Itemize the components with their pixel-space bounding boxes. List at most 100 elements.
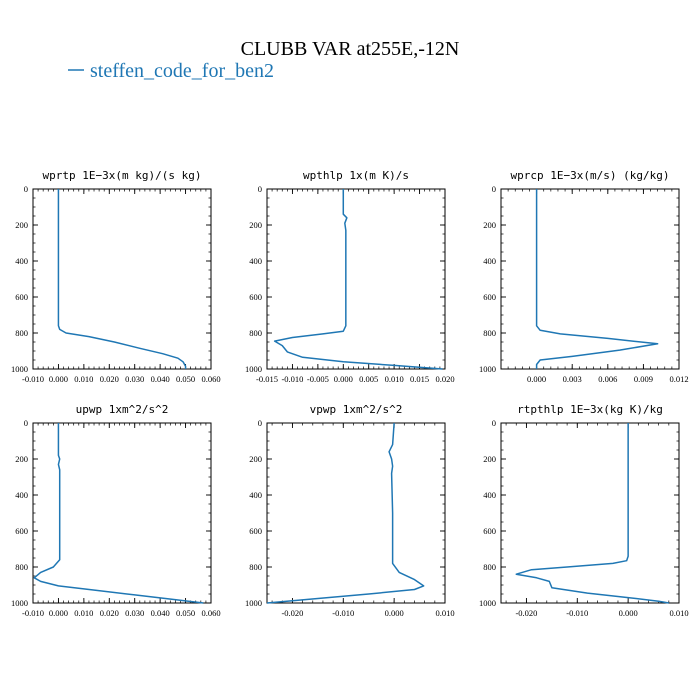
x-tick-label: 0.050 — [176, 608, 195, 618]
y-tick-label: 0 — [24, 418, 28, 428]
y-tick-label: 1000 — [11, 364, 28, 374]
x-tick-label: -0.005 — [307, 374, 329, 384]
y-tick-label: 800 — [15, 562, 28, 572]
x-tick-label: 0.010 — [435, 608, 454, 618]
y-tick-label: 800 — [249, 328, 262, 338]
y-tick-label: 0 — [492, 418, 496, 428]
x-tick-label: -0.010 — [281, 374, 303, 384]
y-tick-label: 200 — [483, 454, 496, 464]
y-tick-label: 1000 — [479, 598, 496, 608]
x-tick-label: 0.003 — [563, 374, 582, 384]
x-tick-label: 0.030 — [125, 374, 144, 384]
y-tick-label: 1000 — [479, 364, 496, 374]
y-tick-label: 600 — [249, 526, 262, 536]
panel-2: wpthlp 1x(m K)/s -0.015 -0.010 -0.005 0.000 0… — [245, 169, 455, 384]
x-tick-label: -0.015 — [256, 374, 278, 384]
x-tick-label: -0.010 — [566, 608, 588, 618]
y-tick-label: 400 — [249, 490, 262, 500]
y-tick-label: 800 — [249, 562, 262, 572]
x-tick-label: 0.040 — [151, 608, 170, 618]
x-tick-label: 0.005 — [359, 374, 378, 384]
panel-4: upwp 1xm^2/s^2 -0.010 0.000 0.010 0.020 0.030… — [11, 403, 221, 618]
y-tick-label: 600 — [15, 526, 28, 536]
series-line — [33, 423, 204, 604]
panel-title: rtpthlp 1E−3x(kg K)/kg — [517, 403, 663, 416]
x-tick-label: -0.020 — [281, 608, 303, 618]
plot-frame — [266, 188, 446, 370]
y-tick-label: 800 — [483, 562, 496, 572]
plot-frame — [32, 188, 212, 370]
x-tick-label: 0.015 — [410, 374, 429, 384]
series-line — [273, 189, 443, 370]
x-tick-label: 0.050 — [176, 374, 195, 384]
x-tick-label: 0.010 — [74, 608, 93, 618]
panel-3: wprcp 1E−3x(m/s) (kg/kg) 0.000 0.003 0.006 0… — [479, 169, 689, 384]
y-tick-label: 200 — [483, 220, 496, 230]
x-tick-label: 0.020 — [435, 374, 454, 384]
x-tick-label: 0.000 — [385, 608, 404, 618]
panels-group: wprtp 1E−3x(m kg)/(s kg) -0.010 0.000 0.010… — [11, 169, 689, 618]
y-tick-label: 0 — [492, 184, 496, 194]
panel-6: rtpthlp 1E−3x(kg K)/kg -0.020 -0.010 0.000 0… — [479, 403, 689, 618]
x-tick-label: -0.010 — [332, 608, 354, 618]
y-tick-label: 600 — [249, 292, 262, 302]
x-tick-label: -0.010 — [22, 608, 44, 618]
x-tick-label: 0.030 — [125, 608, 144, 618]
x-tick-label: -0.020 — [515, 608, 537, 618]
y-tick-label: 200 — [249, 220, 262, 230]
x-tick-label: 0.060 — [201, 608, 220, 618]
panel-title: wpthlp 1x(m K)/s — [303, 169, 409, 182]
y-tick-label: 0 — [24, 184, 28, 194]
y-tick-label: 400 — [483, 256, 496, 266]
y-tick-label: 200 — [15, 454, 28, 464]
figure-title: CLUBB VAR at255E,-12N — [241, 38, 460, 60]
y-tick-label: 600 — [483, 526, 496, 536]
y-tick-label: 200 — [15, 220, 28, 230]
x-tick-label: 0.000 — [334, 374, 353, 384]
x-tick-label: 0.000 — [527, 374, 546, 384]
y-tick-label: 1000 — [245, 364, 262, 374]
legend: steffen_code_for_ben2 — [68, 60, 274, 82]
series-line — [515, 423, 669, 604]
x-tick-label: 0.000 — [49, 608, 68, 618]
y-tick-label: 400 — [483, 490, 496, 500]
y-tick-label: 600 — [15, 292, 28, 302]
x-tick-label: 0.000 — [49, 374, 68, 384]
x-tick-label: 0.040 — [151, 374, 170, 384]
x-tick-label: 0.010 — [74, 374, 93, 384]
x-tick-label: 0.020 — [100, 608, 119, 618]
y-tick-label: 1000 — [11, 598, 28, 608]
x-tick-label: 0.012 — [669, 374, 688, 384]
x-tick-label: 0.006 — [598, 374, 617, 384]
y-tick-label: 1000 — [245, 598, 262, 608]
y-tick-label: 800 — [483, 328, 496, 338]
panel-1: wprtp 1E−3x(m kg)/(s kg) -0.010 0.000 0.010… — [11, 169, 221, 384]
y-tick-label: 600 — [483, 292, 496, 302]
x-tick-label: 0.020 — [100, 374, 119, 384]
panel-title: vpwp 1xm^2/s^2 — [310, 403, 403, 416]
y-tick-label: 400 — [15, 490, 28, 500]
series-line — [57, 189, 187, 369]
x-tick-label: -0.010 — [22, 374, 44, 384]
x-tick-label: 0.010 — [669, 608, 688, 618]
plot-frame — [500, 188, 680, 370]
y-tick-label: 400 — [249, 256, 262, 266]
x-tick-label: 0.010 — [385, 374, 404, 384]
y-tick-label: 0 — [258, 184, 262, 194]
plot-frame — [266, 422, 446, 604]
x-tick-label: 0.060 — [201, 374, 220, 384]
x-tick-label: 0.009 — [634, 374, 653, 384]
x-tick-label: 0.000 — [619, 608, 638, 618]
y-tick-label: 0 — [258, 418, 262, 428]
y-tick-label: 800 — [15, 328, 28, 338]
legend-label: steffen_code_for_ben2 — [90, 60, 274, 82]
panel-title: wprcp 1E−3x(m/s) (kg/kg) — [511, 169, 670, 182]
panel-title: upwp 1xm^2/s^2 — [76, 403, 169, 416]
panel-5: vpwp 1xm^2/s^2 -0.020 -0.010 0.000 0.010 0 200… — [245, 403, 455, 618]
series-line — [535, 189, 659, 369]
series-line — [266, 422, 425, 604]
y-tick-label: 400 — [15, 256, 28, 266]
panel-title: wprtp 1E−3x(m kg)/(s kg) — [43, 169, 202, 182]
y-tick-label: 200 — [249, 454, 262, 464]
